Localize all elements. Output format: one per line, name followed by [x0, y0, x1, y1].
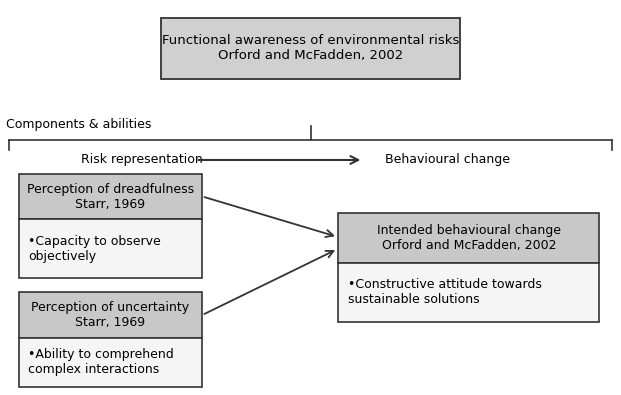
Text: Components & abilities: Components & abilities — [6, 118, 152, 131]
Text: Risk representation: Risk representation — [81, 154, 202, 166]
Text: Functional awareness of environmental risks
Orford and McFadden, 2002: Functional awareness of environmental ri… — [162, 34, 459, 62]
Text: Behavioural change: Behavioural change — [385, 154, 510, 166]
Bar — [19, 292, 202, 338]
Bar — [19, 338, 202, 387]
Text: Perception of dreadfulness
Starr, 1969: Perception of dreadfulness Starr, 1969 — [27, 182, 194, 211]
Bar — [161, 18, 460, 79]
Bar — [19, 174, 202, 219]
Text: Intended behavioural change
Orford and McFadden, 2002: Intended behavioural change Orford and M… — [377, 224, 561, 252]
Bar — [338, 263, 599, 322]
Text: •Constructive attitude towards
sustainable solutions: •Constructive attitude towards sustainab… — [348, 278, 542, 306]
Text: Perception of uncertainty
Starr, 1969: Perception of uncertainty Starr, 1969 — [31, 301, 189, 329]
Bar — [338, 213, 599, 263]
Text: •Ability to comprehend
complex interactions: •Ability to comprehend complex interacti… — [28, 348, 174, 376]
Text: •Capacity to observe
objectively: •Capacity to observe objectively — [28, 235, 161, 263]
Bar — [19, 219, 202, 278]
